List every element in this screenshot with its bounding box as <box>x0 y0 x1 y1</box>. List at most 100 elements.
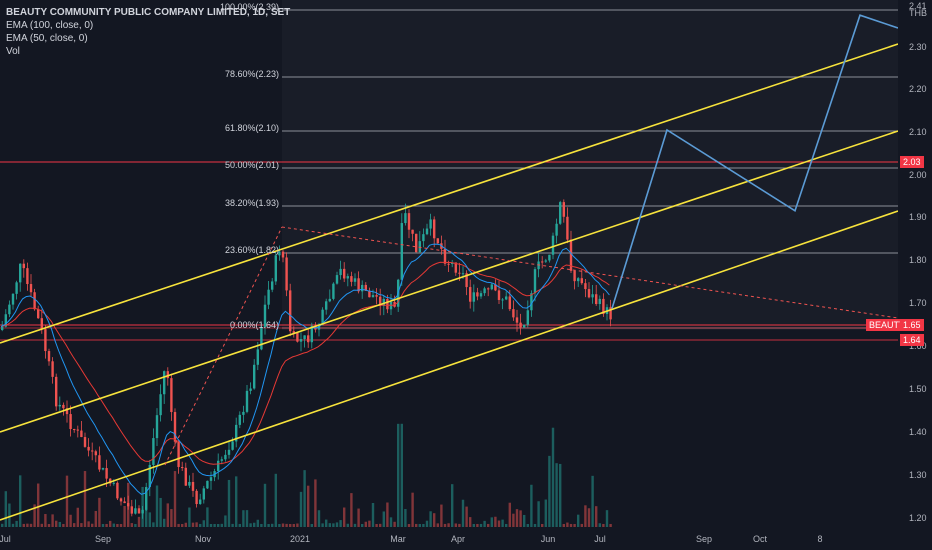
volume-bar <box>605 510 609 527</box>
candle-body <box>501 299 504 301</box>
volume-bar <box>386 502 389 527</box>
volume-bar <box>436 523 439 527</box>
candle-body <box>483 288 486 294</box>
candle-body <box>69 414 72 430</box>
candle-body <box>105 468 108 479</box>
fib-zone-shade <box>282 0 898 330</box>
volume-bar <box>199 523 202 527</box>
indicator-volume[interactable]: Vol <box>6 46 20 57</box>
volume-bar <box>11 523 15 527</box>
price-axis[interactable] <box>898 0 932 530</box>
candle-body <box>569 239 573 271</box>
candle-body <box>202 488 205 500</box>
candle-body <box>577 278 580 282</box>
candle-body <box>242 411 245 415</box>
indicator-ema50[interactable]: EMA (50, close, 0) <box>6 33 88 44</box>
volume-bar <box>224 515 227 527</box>
candle-body <box>505 296 508 300</box>
volume-bar <box>332 523 335 527</box>
volume-bar <box>65 475 69 527</box>
volume-bar <box>598 523 601 527</box>
candle-body <box>83 437 87 447</box>
candle-body <box>321 309 324 325</box>
volume-bar <box>19 475 22 527</box>
volume-bar <box>602 523 605 527</box>
candle-body <box>415 233 418 253</box>
volume-bar <box>55 520 58 527</box>
candle-body <box>220 459 223 461</box>
candle-body <box>429 219 432 229</box>
volume-bar <box>325 519 328 527</box>
candle-body <box>400 223 403 280</box>
volume-bar <box>501 519 504 527</box>
candle-body <box>332 283 335 299</box>
volume-bar <box>537 501 540 527</box>
price-tick: 1.90 <box>909 212 927 222</box>
volume-bar <box>310 523 313 527</box>
volume-bar <box>184 522 187 527</box>
candle-body <box>231 441 234 450</box>
volume-bar <box>242 510 245 527</box>
indicator-ema100[interactable]: EMA (100, close, 0) <box>6 20 94 31</box>
volume-bar <box>472 523 475 527</box>
candle-body <box>62 404 65 409</box>
volume-bar <box>44 514 47 527</box>
volume-bar <box>235 476 238 527</box>
candle-body <box>267 289 270 305</box>
candle-body <box>386 298 389 310</box>
time-tick: Nov <box>194 534 212 544</box>
candle-body <box>134 508 137 514</box>
volume-bar <box>314 479 317 527</box>
candle-body <box>224 454 227 460</box>
candle-body <box>512 309 515 318</box>
candle-body <box>155 415 159 439</box>
candle-body <box>127 503 130 507</box>
candle-body <box>411 229 414 234</box>
candle-body <box>112 482 115 484</box>
volume-bar <box>569 523 573 527</box>
volume-bar <box>371 502 375 527</box>
volume-bar <box>389 517 393 527</box>
price-tick: 2.20 <box>909 84 927 94</box>
volume-bar <box>508 502 511 527</box>
price-tick: 2.10 <box>909 127 927 137</box>
price-tick: 1.20 <box>909 513 927 523</box>
volume-bar <box>317 510 321 527</box>
volume-bar <box>461 499 465 527</box>
time-axis[interactable] <box>0 530 932 550</box>
volume-bar <box>220 523 223 527</box>
volume-bar <box>231 523 234 527</box>
time-tick: Jul <box>0 534 11 544</box>
price-tick: 1.50 <box>909 384 927 394</box>
candle-body <box>15 282 18 294</box>
trendline-dotted <box>281 226 899 319</box>
fib-label: 38.20%(1.93) <box>224 198 279 208</box>
volume-bar <box>494 516 497 527</box>
time-tick: 2021 <box>289 534 311 544</box>
candle-body <box>191 481 195 491</box>
volume-bar <box>407 523 411 527</box>
candle-body <box>91 450 94 452</box>
candle-body <box>339 268 342 276</box>
volume-bar <box>559 463 562 527</box>
volume-bar <box>440 504 443 527</box>
volume-bar <box>116 524 119 527</box>
candle-body <box>166 371 169 379</box>
volume-bar <box>595 506 598 527</box>
fib-label: 0.00%(1.64) <box>229 320 279 330</box>
candle-body <box>209 477 213 481</box>
volume-bar <box>260 523 263 527</box>
candle-body <box>51 361 54 377</box>
volume-bar <box>4 491 7 527</box>
currency-label: THB <box>909 8 927 18</box>
volume-bar <box>253 522 256 527</box>
candle-body <box>181 467 184 469</box>
volume-bar <box>454 523 457 527</box>
volume-bar <box>51 514 54 527</box>
volume-bar <box>26 523 29 527</box>
candle-body <box>595 294 598 305</box>
candle-body <box>497 290 501 300</box>
volume-bar <box>411 492 414 527</box>
candle-body <box>173 412 177 442</box>
